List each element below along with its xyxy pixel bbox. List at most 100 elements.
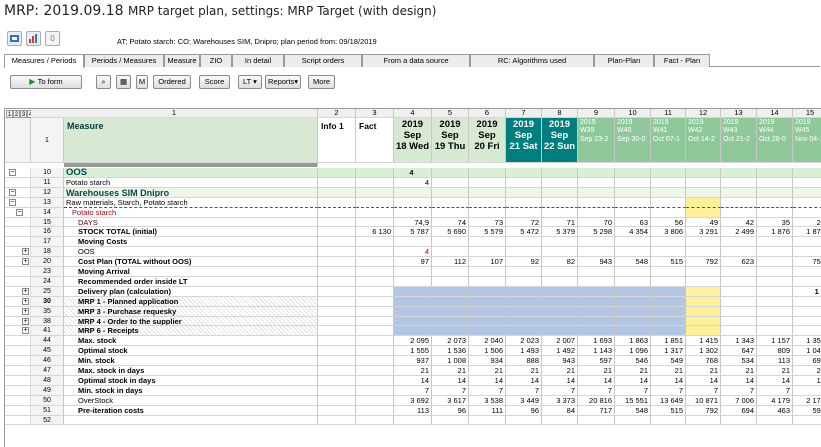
tab-measures-periods[interactable]: Measures / Periods: [4, 54, 84, 68]
value-cell: [793, 178, 821, 188]
row-label: Delivery plan (calculation): [64, 287, 318, 297]
value-cell: [686, 208, 721, 218]
value-cell: 4: [394, 178, 432, 188]
tab-fact-plan[interactable]: Fact - Plan: [654, 54, 710, 67]
value-cell: [578, 317, 615, 326]
calendar-button[interactable]: ▦: [116, 75, 131, 89]
value-cell: [757, 208, 793, 218]
value-cell: 21: [793, 366, 821, 376]
value-cell: 1 693: [578, 336, 615, 346]
search-button[interactable]: ⌕: [96, 75, 111, 89]
day-header-month: Sep: [550, 130, 569, 141]
col-number: 11: [651, 109, 686, 118]
level-button-3[interactable]: 3: [20, 110, 27, 118]
header-separator: [64, 163, 318, 167]
value-cell: [793, 237, 821, 247]
tab-plan-plan[interactable]: Plan-Plan: [594, 54, 654, 67]
lt-dropdown[interactable]: LT ▾: [238, 75, 262, 89]
row-number: 52: [31, 416, 64, 425]
value-cell: [757, 188, 793, 198]
value-cell: 3 291: [686, 227, 721, 237]
value-cell: [686, 168, 721, 178]
document-icon[interactable]: 0: [45, 31, 60, 46]
value-cell: 14: [686, 376, 721, 386]
value-cell: 768: [686, 356, 721, 366]
value-cell: [721, 287, 757, 297]
value-cell: [615, 416, 651, 425]
value-cell: [356, 356, 394, 366]
value-cell: [432, 198, 469, 208]
chart-icon[interactable]: [26, 31, 41, 46]
col-number: 9: [578, 109, 615, 118]
value-cell: 21: [394, 366, 432, 376]
value-cell: [757, 247, 793, 257]
tree-cell: +: [5, 317, 31, 326]
value-cell: 21: [506, 366, 542, 376]
tree-cell: −: [5, 188, 31, 198]
value-cell: [506, 326, 542, 336]
value-cell: [506, 247, 542, 257]
value-cell: [356, 376, 394, 386]
value-cell: 1 863: [615, 336, 651, 346]
value-cell: [318, 168, 356, 178]
value-cell: 1 492: [542, 346, 578, 356]
value-cell: [793, 188, 821, 198]
expand-icon[interactable]: +: [22, 288, 29, 295]
tab-periods-measures[interactable]: Periods / Measures: [84, 54, 164, 67]
ordered-button[interactable]: Ordered: [153, 75, 191, 89]
row-label: MRP 6 - Receipts: [64, 326, 318, 336]
day-header-year: 2019: [512, 119, 535, 130]
collapse-icon[interactable]: −: [9, 199, 16, 206]
col-number: 2: [318, 109, 356, 118]
day-header-month: Sep: [514, 130, 533, 141]
value-cell: [394, 188, 432, 198]
score-button[interactable]: Score: [199, 75, 230, 89]
to-form-button[interactable]: ▶ To form: [10, 75, 82, 89]
tab-from-data-source[interactable]: From a data source: [362, 54, 470, 67]
tab-script-orders[interactable]: Script orders: [284, 54, 362, 67]
collapse-icon[interactable]: −: [9, 169, 16, 176]
value-cell: 5 690: [432, 227, 469, 237]
value-cell: [318, 406, 356, 416]
row-number: 24: [31, 277, 64, 287]
value-cell: 934: [469, 356, 506, 366]
value-cell: 1 876: [757, 227, 793, 237]
tab-measure[interactable]: Measure: [164, 54, 200, 67]
tab-rc-algorithms[interactable]: RC: Algorithms used: [470, 54, 594, 67]
value-cell: [686, 297, 721, 307]
expand-icon[interactable]: +: [22, 248, 29, 255]
value-cell: [757, 267, 793, 277]
value-cell: 14: [721, 376, 757, 386]
value-cell: [318, 356, 356, 366]
value-cell: 112: [432, 257, 469, 267]
tab-in-detail[interactable]: In detail: [232, 54, 284, 67]
value-cell: [469, 188, 506, 198]
row-number: 51: [31, 406, 64, 416]
value-cell: [394, 267, 432, 277]
value-cell: 21: [615, 366, 651, 376]
collapse-icon[interactable]: −: [9, 189, 16, 196]
row-number: 47: [31, 366, 64, 376]
value-cell: [757, 277, 793, 287]
value-cell: 3 449: [506, 396, 542, 406]
level-button-2[interactable]: 2: [13, 110, 20, 118]
value-cell: [757, 297, 793, 307]
level-button-1[interactable]: 1: [6, 110, 13, 118]
more-button[interactable]: More: [308, 75, 335, 89]
value-cell: 113: [394, 406, 432, 416]
value-cell: 534: [721, 356, 757, 366]
reports-dropdown[interactable]: Reports▾: [265, 75, 301, 89]
m-button[interactable]: M: [136, 75, 148, 89]
expand-icon[interactable]: +: [22, 258, 29, 265]
expand-icon[interactable]: +: [22, 327, 29, 334]
expand-icon[interactable]: +: [22, 308, 29, 315]
value-cell: [432, 307, 469, 317]
tab-zio[interactable]: ZIO: [200, 54, 232, 67]
row-number: [5, 118, 31, 163]
value-cell: [686, 307, 721, 317]
expand-icon[interactable]: +: [22, 318, 29, 325]
value-cell: [578, 237, 615, 247]
collapse-icon[interactable]: −: [16, 209, 23, 216]
expand-icon[interactable]: +: [22, 298, 29, 305]
settings-icon[interactable]: [7, 31, 22, 46]
